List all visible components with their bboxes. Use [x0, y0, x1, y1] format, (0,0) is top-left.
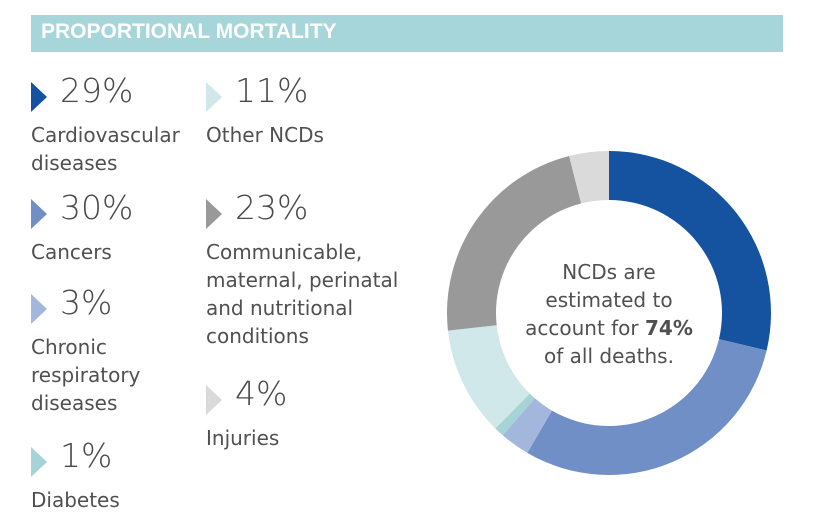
legend-label: conditions	[206, 324, 309, 348]
section-header: PROPORTIONAL MORTALITY	[31, 15, 783, 52]
triangle-marker-icon	[31, 447, 47, 477]
donut-slice-chronic-respiratory-diseases	[502, 398, 552, 453]
legend-label: Communicable,	[206, 240, 363, 264]
legend-percent: 4%	[235, 374, 288, 413]
triangle-marker-icon	[31, 199, 47, 229]
triangle-marker-icon	[206, 199, 222, 229]
center-line: estimated to	[545, 288, 673, 312]
center-line: of all deaths.	[544, 344, 674, 368]
legend-label: Other NCDs	[206, 123, 324, 147]
ncd-share-value: 74%	[645, 316, 693, 340]
triangle-marker-icon	[31, 82, 47, 112]
legend-percent: 11%	[235, 71, 309, 110]
triangle-marker-icon	[31, 294, 47, 324]
legend-percent: 3%	[60, 283, 113, 322]
legend-percent: 1%	[60, 436, 113, 475]
donut-slice-communicable-maternal-perinatal-and-nutritional-conditions	[447, 155, 582, 331]
donut-center-text: NCDs are estimated to account for 74% of…	[509, 258, 709, 370]
center-line: account for 74%	[509, 314, 709, 342]
legend-label: respiratory	[31, 363, 141, 387]
legend-label: maternal, perinatal	[206, 268, 399, 292]
legend-label: Cardiovascular	[31, 123, 180, 147]
legend-label: Cancers	[31, 240, 112, 264]
donut-slice-diabetes	[495, 393, 535, 436]
donut-slice-other-ncds	[447, 325, 530, 429]
legend-label: diseases	[31, 391, 118, 415]
legend-percent: 23%	[235, 188, 309, 227]
center-line: NCDs are	[562, 260, 656, 284]
donut-slice-injuries	[569, 151, 609, 204]
legend-label: diseases	[31, 151, 118, 175]
legend-label: and nutritional	[206, 296, 354, 320]
donut-slice-cardiovascular-diseases	[609, 151, 771, 351]
legend-label: Diabetes	[31, 488, 120, 512]
donut-slice-cancers	[527, 339, 767, 475]
legend-label: Chronic	[31, 335, 107, 359]
legend-percent: 29%	[60, 71, 134, 110]
section-title: PROPORTIONAL MORTALITY	[41, 20, 337, 43]
center-line-text: account for	[525, 316, 646, 340]
legend-percent: 30%	[60, 188, 134, 227]
triangle-marker-icon	[206, 385, 222, 415]
legend-label: Injuries	[206, 426, 280, 450]
triangle-marker-icon	[206, 82, 222, 112]
